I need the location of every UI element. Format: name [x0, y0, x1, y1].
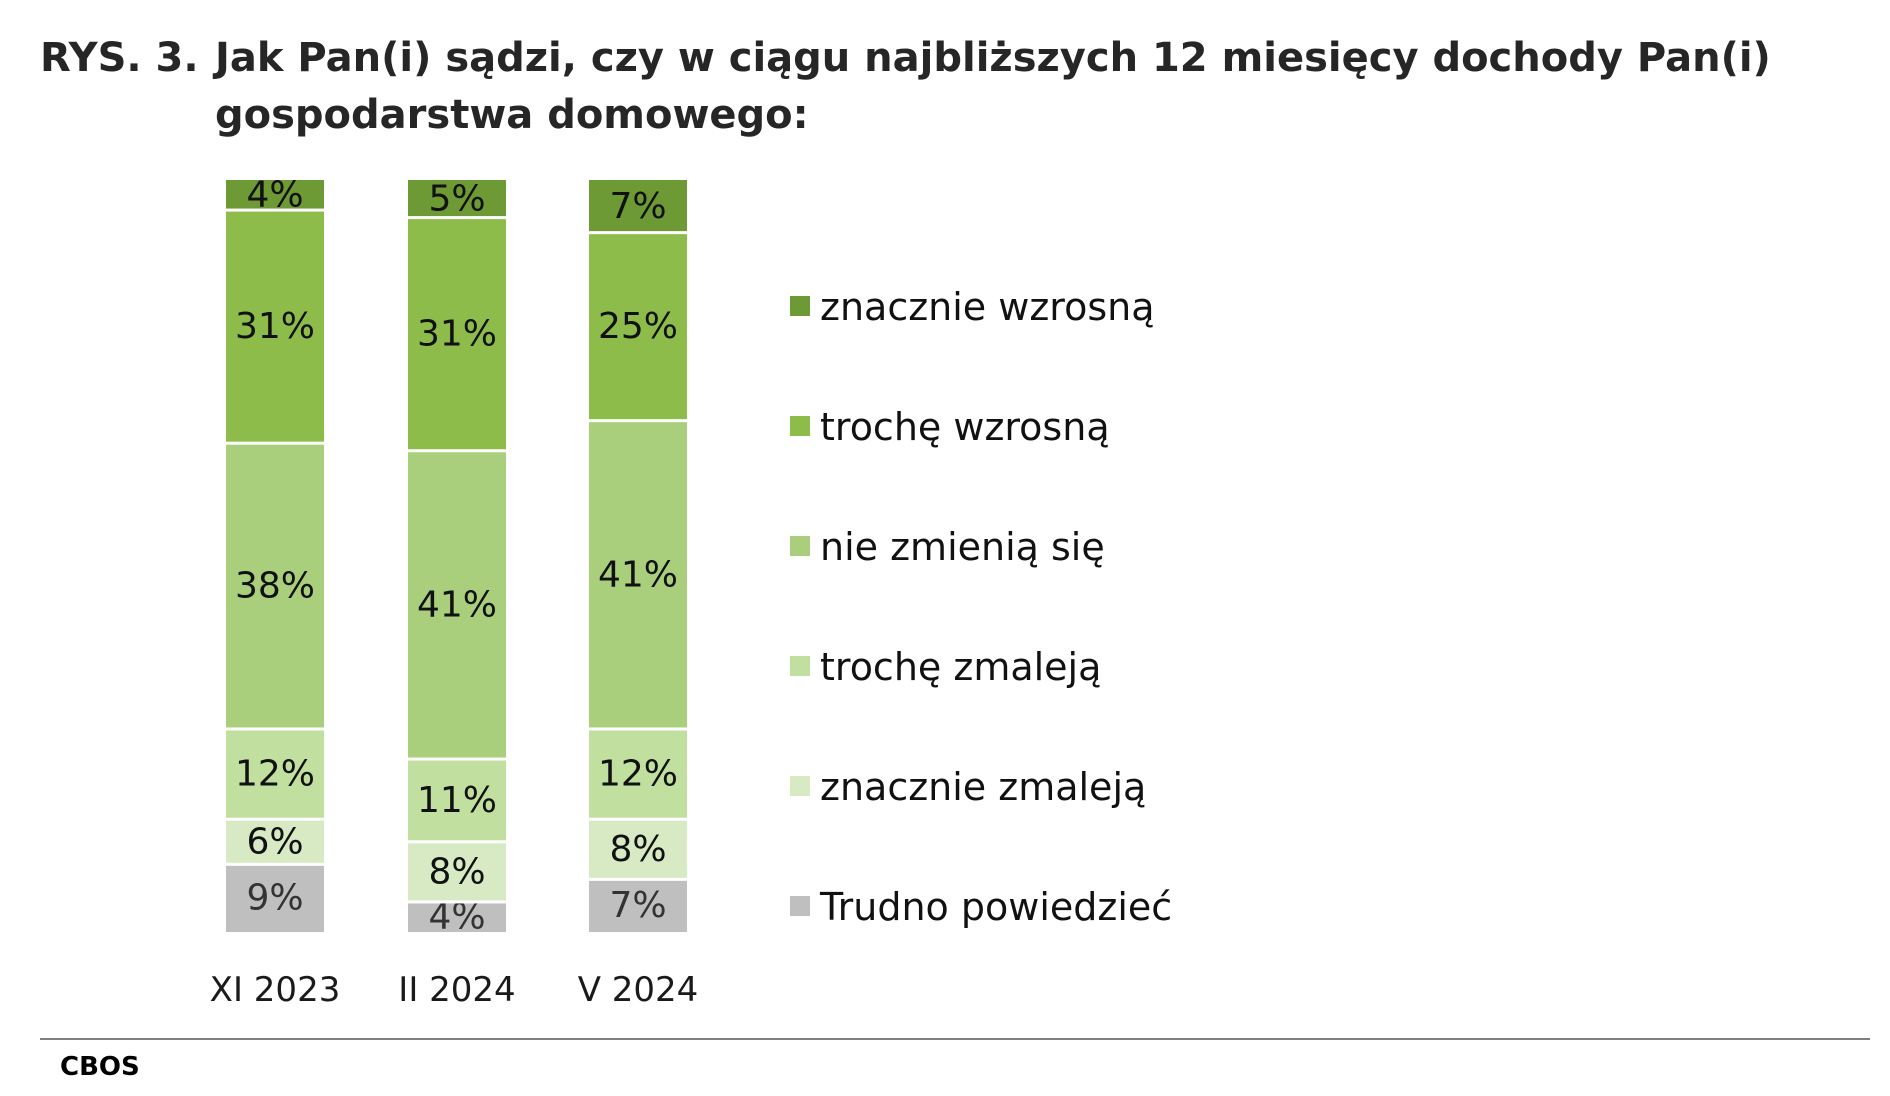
x-tick-label-ii-2024: II 2024	[398, 970, 515, 1010]
segment-separator	[589, 877, 687, 881]
segment-separator	[408, 757, 506, 761]
legend-label-troche-wzrosna: trochę wzrosną	[820, 405, 1110, 449]
segment-separator	[408, 449, 506, 453]
data-label-v-2024-znacznie-wzrosna: 7%	[609, 186, 666, 227]
data-label-v-2024-nie-zmienia-sie: 41%	[598, 554, 678, 595]
data-label-ii-2024-troche-wzrosna: 31%	[417, 314, 497, 355]
data-label-xi-2023-troche-wzrosna: 31%	[235, 306, 315, 347]
data-label-xi-2023-nie-zmienia-sie: 38%	[235, 566, 315, 607]
segment-separator	[226, 817, 324, 821]
segment-separator	[226, 208, 324, 212]
figure-number: RYS. 3.	[40, 35, 199, 81]
legend-label-znacznie-zmaleja: znacznie zmaleją	[820, 765, 1146, 809]
bar-segment-ii-2024-trudno-powiedziec	[408, 901, 506, 932]
segment-separator	[408, 900, 506, 904]
segment-separator	[226, 441, 324, 445]
bar-segment-xi-2023-trudno-powiedziec	[226, 864, 324, 932]
bar-segment-v-2024-znacznie-zmaleja	[589, 819, 687, 880]
bar-segment-v-2024-troche-zmaleja	[589, 728, 687, 820]
segment-separator	[589, 727, 687, 731]
bar-segment-ii-2024-nie-zmienia-sie	[408, 450, 506, 760]
x-tick-label-v-2024: V 2024	[578, 970, 699, 1010]
legend-swatch-troche-wzrosna	[790, 416, 810, 436]
data-label-ii-2024-znacznie-wzrosna: 5%	[428, 178, 485, 219]
legend-swatch-troche-zmaleja	[790, 656, 810, 676]
bar-segment-v-2024-troche-wzrosna	[589, 232, 687, 421]
segment-separator	[408, 840, 506, 844]
legend-swatch-znacznie-wzrosna	[790, 296, 810, 316]
data-label-ii-2024-znacznie-zmaleja: 8%	[428, 851, 485, 892]
data-label-v-2024-trudno-powiedziec: 7%	[609, 885, 666, 926]
legend-label-troche-zmaleja: trochę zmaleją	[820, 645, 1101, 689]
bar-segment-ii-2024-troche-wzrosna	[408, 217, 506, 451]
stacked-bar-chart: 9%6%12%38%31%4%XI 20234%8%11%41%31%5%II …	[210, 175, 1172, 1010]
bar-segment-xi-2023-znacznie-wzrosna	[226, 180, 324, 211]
legend-swatch-nie-zmienia-sie	[790, 536, 810, 556]
segment-separator	[589, 419, 687, 423]
segment-separator	[589, 231, 687, 235]
source-label: CBOS	[60, 1052, 140, 1082]
legend-swatch-znacznie-zmaleja	[790, 776, 810, 796]
data-label-v-2024-troche-zmaleja: 12%	[598, 754, 678, 795]
segment-separator	[589, 817, 687, 821]
segment-separator	[226, 727, 324, 731]
data-label-v-2024-znacznie-zmaleja: 8%	[609, 829, 666, 870]
bar-segment-xi-2023-troche-zmaleja	[226, 728, 324, 820]
bar-segment-xi-2023-troche-wzrosna	[226, 210, 324, 444]
bar-segment-ii-2024-znacznie-zmaleja	[408, 841, 506, 902]
bar-segment-ii-2024-troche-zmaleja	[408, 759, 506, 842]
bar-segment-ii-2024-znacznie-wzrosna	[408, 180, 506, 218]
footer-divider	[40, 1038, 1870, 1040]
legend-label-znacznie-wzrosna: znacznie wzrosną	[820, 285, 1155, 329]
legend-label-trudno-powiedziec: Trudno powiedzieć	[819, 885, 1172, 929]
x-tick-label-xi-2023: XI 2023	[210, 970, 341, 1010]
bar-segment-xi-2023-znacznie-zmaleja	[226, 819, 324, 865]
title-text: Jak Pan(i) sądzi, czy w ciągu najbliższy…	[215, 35, 1771, 138]
bar-segment-v-2024-trudno-powiedziec	[589, 879, 687, 932]
data-label-ii-2024-troche-zmaleja: 11%	[417, 780, 497, 821]
bar-segment-xi-2023-nie-zmienia-sie	[226, 443, 324, 729]
data-label-v-2024-troche-wzrosna: 25%	[598, 306, 678, 347]
segment-separator	[226, 862, 324, 866]
segment-separator	[408, 216, 506, 220]
legend-swatch-trudno-powiedziec	[790, 896, 810, 916]
bar-segment-v-2024-znacznie-wzrosna	[589, 180, 687, 233]
data-label-xi-2023-troche-zmaleja: 12%	[235, 754, 315, 795]
data-label-xi-2023-trudno-powiedziec: 9%	[246, 878, 303, 919]
legend-label-nie-zmienia-sie: nie zmienią się	[820, 525, 1105, 569]
data-label-ii-2024-nie-zmienia-sie: 41%	[417, 584, 497, 625]
data-label-xi-2023-znacznie-zmaleja: 6%	[246, 821, 303, 862]
bar-segment-v-2024-nie-zmienia-sie	[589, 420, 687, 729]
